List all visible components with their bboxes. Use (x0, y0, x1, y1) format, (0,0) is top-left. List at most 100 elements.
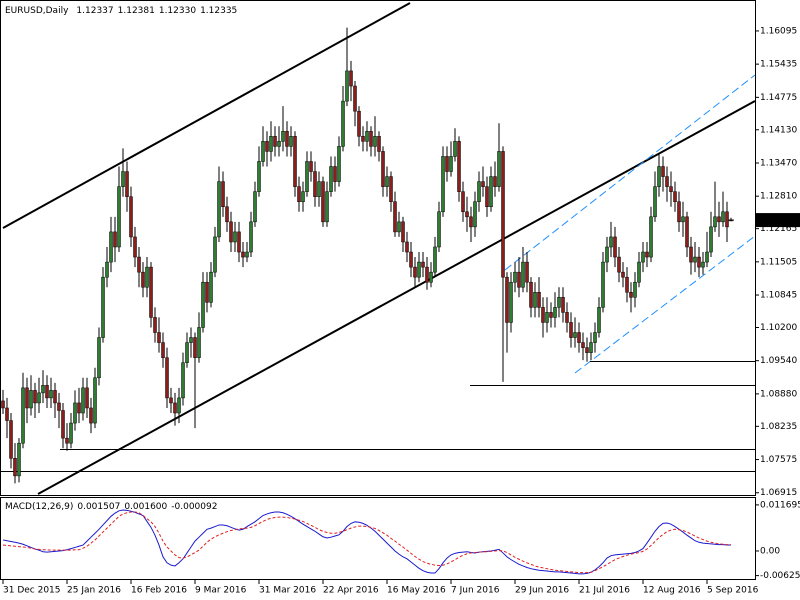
candle-body (17, 442, 21, 477)
candle-body (33, 390, 37, 404)
candle-body (41, 385, 45, 394)
candle-body (629, 292, 633, 298)
candle-body (533, 292, 537, 308)
x-tick-label: 7 Jun 2016 (451, 586, 500, 596)
candle-body (373, 136, 377, 147)
x-tick-label: 21 Jul 2016 (579, 586, 630, 596)
candle-body (149, 266, 153, 318)
candle-body (645, 251, 649, 258)
candle-body (625, 276, 629, 293)
candle-body (81, 387, 85, 414)
candle-body (297, 186, 301, 202)
candle-body (417, 261, 421, 278)
candle-body (329, 166, 333, 192)
candle-body (653, 186, 657, 218)
y-tick-label: 1.10845 (760, 291, 797, 301)
candle-body (377, 136, 381, 152)
candle-body (21, 387, 25, 444)
candle-body (597, 307, 601, 333)
candle-body (53, 390, 57, 404)
candle-body (217, 181, 221, 238)
candle-body (177, 397, 181, 414)
candle-body (49, 390, 53, 399)
candle-body (245, 251, 249, 258)
candle-body (569, 322, 573, 338)
candle-body (497, 151, 501, 187)
price-tag-label: 1.12335 (760, 216, 797, 226)
candle-body (249, 221, 253, 253)
candle-body (141, 271, 145, 288)
candle-body (657, 166, 661, 187)
candle-body (725, 211, 729, 228)
y-tick-label: 1.13470 (760, 158, 797, 168)
candle-body (641, 251, 645, 263)
candle-body (713, 216, 717, 228)
candle-body (237, 231, 241, 253)
candle-body (109, 231, 113, 263)
candle-body (709, 226, 713, 253)
candle-body (273, 136, 277, 147)
candle-body (465, 211, 469, 218)
candle-body (501, 151, 505, 278)
candle-body (281, 131, 285, 142)
candle-body (661, 166, 665, 177)
candle-body (85, 387, 89, 409)
candle-body (593, 332, 597, 343)
candle-body (173, 402, 177, 414)
candle-body (677, 201, 681, 223)
candles (1, 27, 733, 484)
macd-panel-border (0, 497, 756, 580)
x-tick-label: 16 Feb 2016 (131, 586, 187, 596)
candle-body (557, 297, 561, 308)
candle-body (213, 236, 217, 273)
indicator-value: -0.000092 (171, 502, 217, 512)
candle-body (117, 186, 121, 248)
candle-body (689, 246, 693, 263)
candle-body (605, 246, 609, 263)
candle-body (321, 181, 325, 223)
candle-body (225, 206, 229, 223)
candle-body (697, 256, 701, 268)
candle-body (361, 136, 365, 142)
candle-body (165, 357, 169, 399)
candle-body (345, 70, 349, 102)
y-tick-label: 1.12165 (760, 224, 797, 234)
candle-body (73, 402, 77, 424)
x-tick-label: 12 Aug 2016 (643, 586, 701, 596)
candle-body (681, 216, 685, 223)
x-tick-label: 29 Jun 2016 (515, 586, 569, 596)
y-tick-label: 1.11505 (760, 257, 797, 267)
candle-body (589, 342, 593, 353)
candle-body (549, 312, 553, 318)
candle-body (261, 141, 265, 162)
candle-body (473, 201, 477, 228)
candle-body (481, 181, 485, 187)
candle-body (13, 458, 17, 477)
candle-body (693, 256, 697, 263)
candle-body (309, 161, 313, 172)
candle-body (541, 307, 545, 323)
candle-body (425, 266, 429, 283)
main-panel-border (0, 0, 756, 496)
symbol: EURUSD,Daily (5, 6, 69, 16)
candle-body (545, 312, 549, 323)
candle-body (37, 392, 41, 404)
candle-body (305, 161, 309, 192)
candle-body (129, 196, 133, 238)
candle-body (617, 256, 621, 273)
candle-body (65, 437, 69, 444)
candle-body (181, 362, 185, 399)
candle-body (613, 236, 617, 258)
candle-body (313, 171, 317, 197)
candle-body (1, 400, 5, 409)
candle-body (193, 337, 197, 358)
ohlc-value: 1.12381 (118, 6, 155, 16)
candle-body (577, 332, 581, 343)
indicator-name: MACD(12,26,9) (5, 502, 73, 512)
candle-body (277, 141, 281, 147)
candle-body (25, 387, 29, 409)
candle-body (9, 420, 13, 459)
candle-body (553, 307, 557, 318)
ohlc-value: 1.12335 (200, 6, 237, 16)
candle-body (585, 347, 589, 353)
